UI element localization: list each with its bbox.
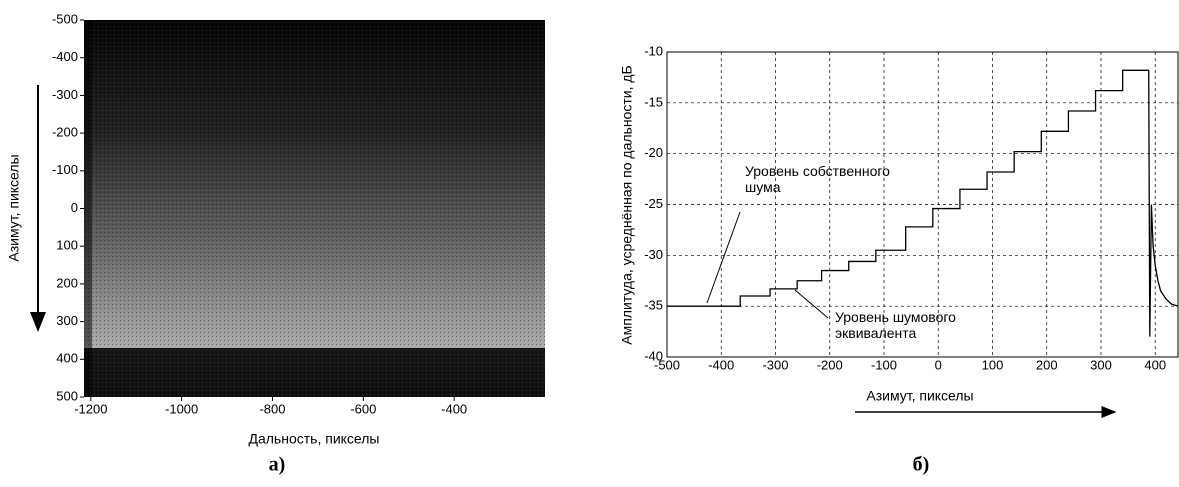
leader: [706, 211, 741, 304]
x-tick-label: -600: [350, 401, 376, 416]
y-tick-label: -35: [644, 298, 663, 313]
x-tick-label: 0: [935, 357, 942, 372]
y-tick-label: -500: [52, 11, 78, 26]
x-tick-label: -1000: [165, 401, 198, 416]
annotation: Уровень шумового эквивалента: [835, 309, 956, 341]
y-tick-label: 500: [56, 388, 78, 403]
x-tick-label: 400: [1144, 357, 1166, 372]
y-tick-label: 400: [56, 351, 78, 366]
y-tick-label: -300: [52, 87, 78, 102]
data-line: [667, 69, 1179, 337]
noise: [84, 20, 545, 397]
x-tick-label: -100: [871, 357, 897, 372]
x-tick-label: 100: [982, 357, 1004, 372]
y-tick-label: 200: [56, 275, 78, 290]
x-label: Дальность, пикселы: [249, 431, 380, 447]
leader: [794, 289, 829, 319]
x-tick-label: 200: [1036, 357, 1058, 372]
y-tick-label: 0: [71, 200, 78, 215]
y-tick-label: -20: [644, 145, 663, 160]
x-label: Азимут, пикселы: [866, 388, 973, 404]
x-tick-label: 300: [1090, 357, 1112, 372]
x-tick-label: -400: [708, 357, 734, 372]
y-tick-label: -400: [52, 49, 78, 64]
y-tick-label: -100: [52, 162, 78, 177]
y-tick-label: -30: [644, 247, 663, 262]
edge: [84, 20, 92, 397]
x-tick-label: -400: [441, 401, 467, 416]
y-tick-label: -200: [52, 125, 78, 140]
y-tick-label: -15: [644, 94, 663, 109]
y-tick-label: 300: [56, 313, 78, 328]
x-tick-label: -200: [817, 357, 843, 372]
caption: б): [913, 454, 930, 476]
x-tick-label: -300: [762, 357, 788, 372]
annotation: Уровень собственного шума: [745, 163, 890, 195]
caption: а): [269, 454, 286, 476]
y-tick-label: -10: [644, 43, 663, 58]
y-label: Амплитуда, усреднённая по дальности, дБ: [619, 65, 635, 344]
y-tick-label: 100: [56, 238, 78, 253]
x-tick-label: -1200: [74, 401, 107, 416]
y-label: Азимут, пикселы: [6, 154, 22, 261]
x-tick-label: -800: [259, 401, 285, 416]
y-tick-label: -40: [644, 348, 663, 363]
x-tick-label: -500: [654, 357, 680, 372]
y-tick-label: -25: [644, 196, 663, 211]
